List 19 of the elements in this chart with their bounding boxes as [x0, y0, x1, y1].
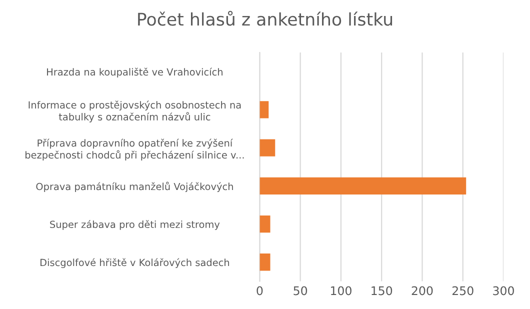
x-tick-label: 150 — [372, 286, 392, 296]
bar — [260, 177, 466, 194]
x-tick-label: 0 — [256, 286, 263, 296]
y-tick-label: Oprava památníku manželů Vojáčkových — [36, 182, 233, 192]
y-tick-label: Příprava dopravního opatření ke zvýšení bezpečnosti chodců při přecházení silnice v... — [25, 138, 244, 160]
chart-title: Počet hlasů z anketního lístku — [138, 10, 392, 26]
y-tick-label: Discgolfové hřiště v Kolářových sadech — [40, 258, 230, 268]
y-tick-label: Informace o prostějovských osobnostech na tabulky s označením názvů ulic — [28, 100, 241, 122]
x-tick-label: 250 — [452, 286, 474, 296]
y-tick-label: Hrazda na koupaliště ve Vrahovicích — [47, 68, 222, 78]
bar — [260, 101, 269, 118]
x-tick-label: 200 — [412, 286, 433, 296]
y-tick-label: Super zábava pro děti mezi stromy — [50, 220, 220, 230]
bar — [260, 215, 270, 233]
x-tick-label: 300 — [493, 286, 514, 296]
x-tick-label: 100 — [330, 286, 352, 296]
bar — [260, 139, 276, 156]
bar — [260, 254, 270, 271]
x-tick-label: 50 — [294, 286, 308, 296]
